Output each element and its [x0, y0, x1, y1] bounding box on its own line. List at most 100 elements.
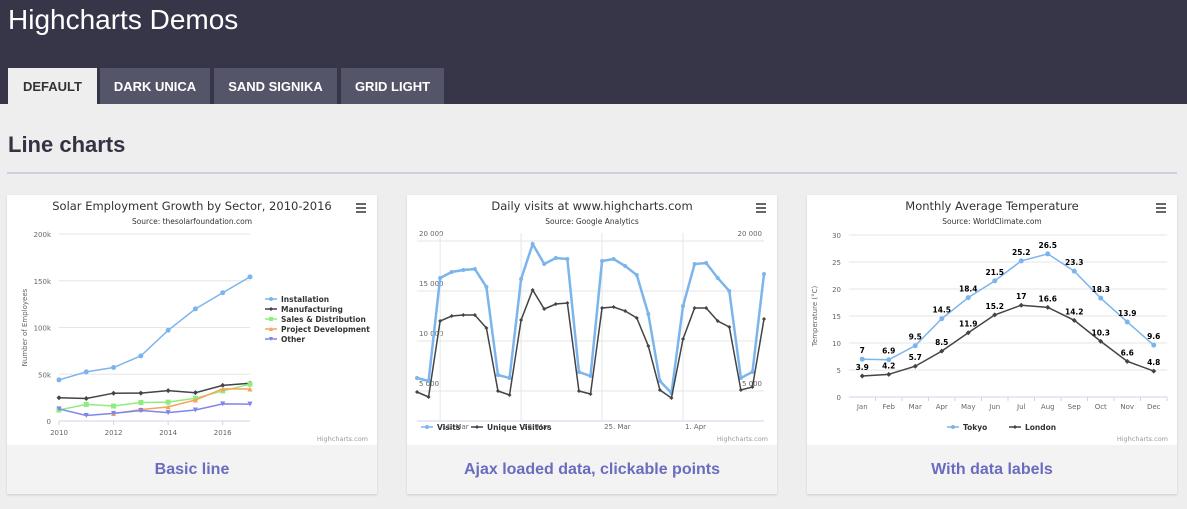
- marker: [507, 376, 512, 380]
- marker: [247, 386, 253, 392]
- marker: [165, 399, 171, 405]
- series-line: [862, 304, 1155, 377]
- marker: [1013, 425, 1017, 429]
- marker: [886, 371, 892, 377]
- marker: [1098, 338, 1104, 344]
- data-label: 18.3: [1091, 285, 1110, 294]
- tab[interactable]: DEFAULT: [8, 68, 97, 104]
- marker: [138, 390, 144, 396]
- data-label: 14.5: [932, 306, 951, 315]
- caption[interactable]: Ajax loaded data, clickable points: [407, 445, 777, 494]
- marker: [220, 382, 226, 388]
- marker: [83, 369, 89, 375]
- marker: [138, 353, 144, 359]
- marker: [1018, 302, 1024, 308]
- series-line: [416, 288, 765, 400]
- marker: [681, 304, 686, 308]
- marker: [859, 356, 865, 362]
- tab[interactable]: DARK UNICA: [100, 68, 210, 104]
- marker: [600, 259, 605, 263]
- series-line: [58, 403, 251, 417]
- legend-label: Project Development: [281, 325, 370, 334]
- x-tick-label: Aug: [1041, 403, 1055, 411]
- x-tick-label: 25. Mar: [604, 423, 631, 431]
- marker: [542, 262, 547, 266]
- marker: [111, 365, 117, 371]
- marker: [912, 343, 918, 349]
- chart-title: Monthly Average Temperature: [905, 199, 1078, 213]
- data-label: 6.6: [1121, 348, 1134, 357]
- credits: Highcharts.com: [717, 435, 768, 443]
- x-tick-label: Mar: [909, 403, 922, 411]
- y-tick-label: 5: [837, 367, 841, 375]
- legend-label: Tokyo: [963, 423, 987, 432]
- y-tick-label: 50k: [38, 371, 52, 379]
- data-label: 18.4: [959, 285, 978, 294]
- marker: [553, 256, 558, 260]
- y2-tick-label: 5 000: [742, 380, 762, 388]
- demo-card[interactable]: Solar Employment Growth by Sector, 2010-…: [7, 195, 377, 494]
- marker: [692, 306, 697, 310]
- marker: [83, 401, 89, 407]
- marker: [519, 318, 524, 322]
- marker: [1071, 317, 1077, 323]
- marker: [495, 373, 500, 377]
- marker: [588, 374, 593, 378]
- marker: [738, 376, 743, 380]
- marker: [449, 270, 454, 274]
- series-line: [58, 382, 251, 400]
- x-tick-label: 1. Apr: [685, 423, 706, 431]
- x-tick-label: Jan: [856, 403, 868, 411]
- legend-label: Visits: [437, 423, 461, 432]
- y-tick-label: 15 000: [419, 280, 444, 288]
- marker: [715, 319, 720, 323]
- chart-subtitle: Source: thesolarfoundation.com: [132, 217, 252, 226]
- marker: [192, 306, 198, 312]
- chart-subtitle: Source: Google Analytics: [545, 217, 639, 226]
- marker: [247, 274, 253, 280]
- marker: [738, 388, 743, 392]
- x-tick-label: 11. Mar: [442, 423, 469, 431]
- caption[interactable]: Basic line: [7, 445, 377, 494]
- marker: [762, 317, 766, 321]
- tab[interactable]: SAND SIGNIKA: [214, 68, 337, 104]
- demo-card[interactable]: Daily visits at www.highcharts.com Source…: [407, 195, 777, 494]
- marker: [438, 319, 443, 323]
- marker: [704, 261, 709, 265]
- marker: [727, 289, 732, 293]
- x-tick-label: Jun: [988, 403, 1000, 411]
- demo-card[interactable]: Monthly Average Temperature Source: World…: [807, 195, 1177, 494]
- marker: [600, 306, 605, 310]
- marker: [576, 389, 581, 393]
- divider: [7, 172, 1177, 174]
- marker: [1045, 304, 1051, 310]
- data-label: 23.3: [1065, 258, 1084, 267]
- y-tick-label: 100k: [34, 325, 52, 333]
- marker: [859, 373, 865, 379]
- marker: [623, 309, 628, 313]
- data-label: 8.5: [935, 338, 948, 347]
- marker: [519, 277, 524, 281]
- marker: [111, 410, 117, 416]
- legend-label: Other: [281, 335, 305, 344]
- marker: [611, 257, 616, 261]
- marker: [192, 397, 198, 403]
- marker: [886, 357, 892, 363]
- marker: [507, 393, 512, 397]
- marker: [912, 363, 918, 369]
- marker: [623, 264, 628, 268]
- marker: [692, 262, 697, 266]
- tab[interactable]: GRID LIGHT: [341, 68, 444, 104]
- credits: Highcharts.com: [317, 435, 368, 443]
- data-label: 6.9: [882, 347, 895, 356]
- section-title: Line charts: [8, 132, 126, 157]
- y-axis-title: Temperature (°C): [811, 286, 819, 348]
- y-tick-label: 15: [832, 313, 841, 321]
- marker: [1151, 368, 1157, 374]
- caption[interactable]: With data labels: [807, 445, 1177, 494]
- x-tick-label: Apr: [936, 403, 948, 411]
- data-label: 13.9: [1118, 309, 1137, 318]
- chart-title: Solar Employment Growth by Sector, 2010-…: [52, 199, 332, 213]
- x-tick-label: 18. Mar: [523, 423, 550, 431]
